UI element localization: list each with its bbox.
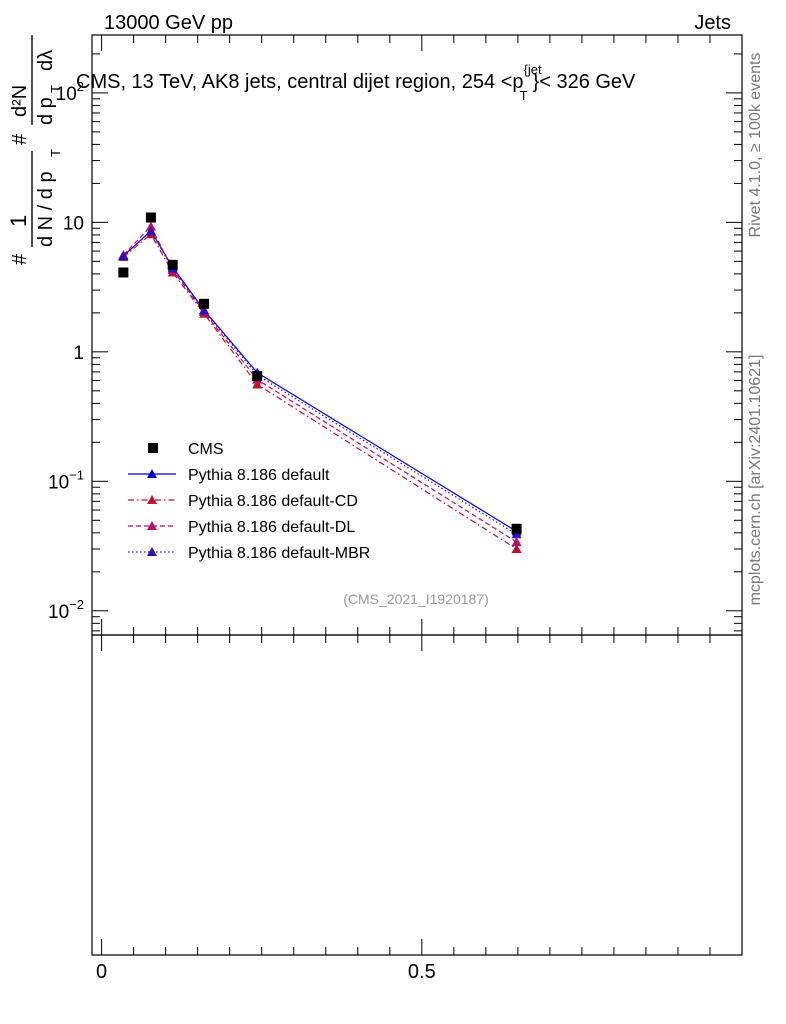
title-subscript: T xyxy=(520,88,528,103)
x-tick-label: 0.5 xyxy=(408,961,436,983)
data-layer xyxy=(118,212,522,534)
y-tick-label: 10 xyxy=(63,213,84,234)
header-left: 13000 GeV pp xyxy=(104,12,233,34)
data-point xyxy=(167,259,178,270)
series-line-3 xyxy=(122,230,517,535)
y-tick-label: 10−2 xyxy=(48,597,84,623)
ylabel-dn-dpt: d N / d p xyxy=(35,171,57,247)
legend-label-0: Pythia 8.186 default xyxy=(188,467,330,484)
legend-marker-0 xyxy=(147,469,157,478)
ylabel-hash-2: # xyxy=(9,133,31,145)
title-main: CMS, 13 TeV, AK8 jets, central dijet reg… xyxy=(76,71,524,93)
analysis-watermark: (CMS_2021_I1920187) xyxy=(343,591,489,607)
data-point xyxy=(199,298,210,309)
series-marker-2 xyxy=(145,221,156,231)
title-tail: }< 326 GeV xyxy=(533,71,637,93)
chart-title: CMS, 13 TeV, AK8 jets, central dijet reg… xyxy=(76,62,636,103)
series-line-0 xyxy=(122,229,517,532)
series-marker-3 xyxy=(199,305,210,315)
ylabel-hash-1: # xyxy=(9,253,31,265)
ylabel-dlambda: dλ xyxy=(35,50,57,71)
data-point xyxy=(145,212,156,223)
legend-marker-1 xyxy=(147,495,157,504)
data-point xyxy=(511,523,522,534)
y-tick-label: 10−1 xyxy=(48,467,84,493)
legend-marker-3 xyxy=(147,547,157,556)
series-marker-3 xyxy=(145,226,156,236)
rivet-label: Rivet 4.1.0, ≥ 100k events xyxy=(747,53,764,238)
ratio-plot-frame xyxy=(91,634,743,956)
ylabel-one: 1 xyxy=(6,215,31,227)
x-axis: 0 0.5 xyxy=(96,35,743,983)
data-point xyxy=(252,371,263,382)
ylabel-dpt: d p xyxy=(35,97,57,125)
series-marker-2 xyxy=(511,536,522,546)
mcplots-label: mcplots.cern.ch [arXiv:2401.10621] xyxy=(747,355,764,606)
series-marker-1 xyxy=(252,379,263,389)
legend-label-data: CMS xyxy=(188,441,224,458)
y-tick-label: 1 xyxy=(73,343,84,364)
ylabel-d2n: d²N xyxy=(9,85,31,117)
legend-marker-2 xyxy=(147,521,157,530)
y-axis: 102 10 1 10−1 10−2 xyxy=(48,53,742,632)
title-superscript: {jet xyxy=(524,62,542,77)
y-tick-label: 102 xyxy=(56,79,84,105)
legend-marker-data xyxy=(148,443,158,453)
x-tick-label: 0 xyxy=(96,961,107,983)
legend: CMS Pythia 8.186 default Pythia 8.186 defa… xyxy=(128,441,370,562)
legend-label-1: Pythia 8.186 default-CD xyxy=(188,493,358,510)
data-point xyxy=(118,267,129,278)
y-axis-label: # 1 d N / d p T # d²N d p T dλ xyxy=(6,35,63,265)
ylabel-sub-2: T xyxy=(48,85,63,93)
series-line-2 xyxy=(122,225,517,543)
legend-label-2: Pythia 8.186 default-DL xyxy=(188,519,355,536)
series-marker-3 xyxy=(118,250,129,260)
legend-label-3: Pythia 8.186 default-MBR xyxy=(188,545,370,562)
ylabel-sub-1: T xyxy=(48,149,63,157)
header-right: Jets xyxy=(694,12,731,34)
series-marker-1 xyxy=(511,544,522,554)
